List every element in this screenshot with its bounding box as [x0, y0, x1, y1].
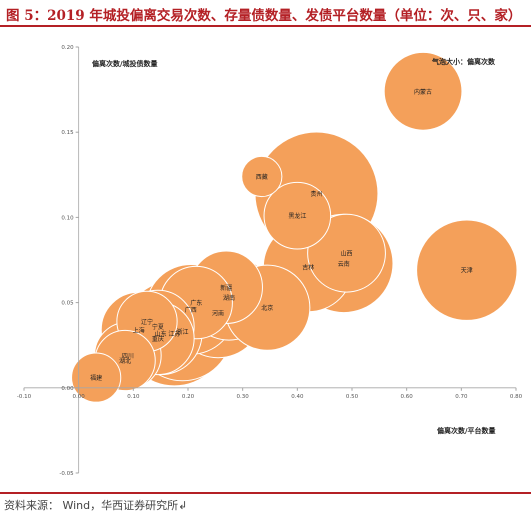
bubble: [416, 219, 518, 321]
bubble-label-layer: 内蒙古西藏贵州黑龙江山西云南 吉林天津新疆湖南北京河南 广东广西辽宁宁夏上海江苏浙江…: [90, 88, 473, 382]
bubble-label: 新疆: [220, 284, 232, 292]
x-tick-label: 0.40: [291, 394, 304, 400]
bubble-label: 贵州: [310, 190, 322, 198]
bubble: [383, 51, 463, 131]
bubble-label: 宁夏: [152, 323, 164, 331]
bubble-label: 山东: [155, 330, 167, 338]
bubble-label: 重庆: [152, 335, 164, 343]
source-rule: [0, 492, 531, 494]
bubble-label: 湖北: [119, 357, 131, 365]
y-tick-group: -0.05 0.00 0.05 0.10 0.15 0.20: [59, 45, 79, 477]
bubble-label: 山西: [341, 250, 353, 258]
bubble-label: 上海: [133, 326, 145, 334]
y-tick-label: 0.20: [61, 45, 74, 51]
bubble-label: 西藏: [256, 173, 268, 181]
bubble-label: 广东: [190, 299, 202, 307]
bubble-label: 广西: [185, 306, 197, 314]
bubble-label: 辽宁: [141, 318, 153, 326]
axes-layer: -0.10 0.00 0.10 0.20 0.30 0.40 0.50 0.60 0.70 0.8…: [17, 45, 523, 477]
source-note: 资料来源： Wind，华西证券研究所↲: [4, 499, 188, 512]
x-tick-label: 0.50: [346, 394, 359, 400]
bubble: [241, 155, 283, 198]
bubble-label: 北京: [261, 304, 273, 312]
bubble: [307, 213, 386, 293]
x-tick-label: 0.80: [510, 394, 523, 400]
bubble-label: 江苏: [168, 330, 180, 338]
bubble-label: 四川: [122, 353, 134, 360]
figure-title: 图 5：2019 年城投偏离交易次数、存量债数量、发债平台数量（单位：次、只、家…: [6, 8, 522, 24]
y-tick-label: -0.05: [59, 471, 74, 477]
bubble-label: 黑龙江: [288, 212, 306, 220]
x-tick-label: 0.60: [401, 394, 414, 400]
bubble-layer: [71, 51, 518, 403]
size-legend-note: 气泡大小：偏离次数: [431, 57, 496, 66]
y-tick-label: 0.05: [61, 301, 74, 307]
bubble-label: 浙江: [177, 328, 189, 336]
bubble: [71, 352, 122, 403]
bubble-label: 河南: [212, 309, 224, 317]
title-rule: [0, 25, 531, 27]
x-tick-label: -0.10: [17, 394, 32, 400]
bubble-label: 湖南: [223, 294, 235, 302]
y-tick-label: 0.15: [61, 130, 74, 136]
x-tick-group: -0.10 0.00 0.10 0.20 0.30 0.40 0.50 0.60 0.70 0.8…: [17, 387, 523, 400]
x-tick-label: 0.20: [182, 394, 195, 400]
bubble-label: 福建: [90, 374, 102, 382]
x-tick-label: 0.70: [455, 394, 468, 400]
bubble: [263, 181, 332, 250]
bubble-label: 云南: [338, 260, 350, 268]
x-axis-title: 偏离次数/平台数量: [437, 426, 496, 435]
bubble-label: 天津: [461, 268, 473, 275]
x-tick-label: 0.00: [73, 394, 86, 400]
y-tick-label: 0.10: [61, 215, 74, 221]
bubble-label: 内蒙古: [414, 88, 432, 96]
x-tick-label: 0.10: [127, 394, 140, 400]
y-tick-label: 0.00: [61, 386, 74, 392]
bubble-label: 吉林: [302, 263, 314, 271]
y-axis-title: 偏离次数/城投债数量: [92, 59, 158, 68]
x-tick-label: 0.30: [237, 394, 250, 400]
